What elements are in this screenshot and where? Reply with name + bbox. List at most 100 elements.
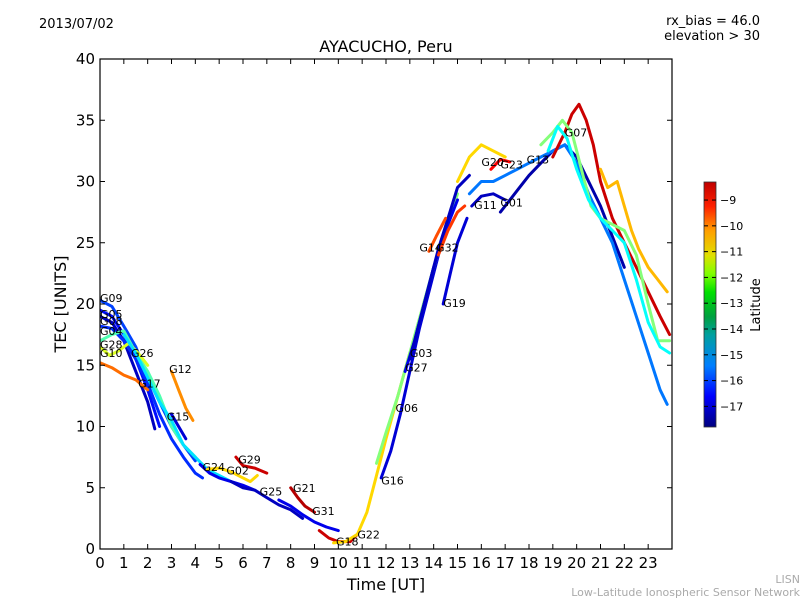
- series-line-g22: [332, 351, 412, 545]
- series-label-g16: G16: [381, 474, 404, 487]
- series-label-g27: G27: [405, 362, 428, 375]
- x-tick-label: 9: [310, 554, 320, 572]
- x-tick-label: 22: [615, 554, 634, 572]
- y-tick-label: 40: [76, 50, 95, 68]
- x-tick-label: 6: [238, 554, 248, 572]
- colorbar: −9 −10 −11 −12 −13 −14 −15 −16 −17: [703, 181, 743, 428]
- series-line-g17: [100, 361, 150, 392]
- rx-bias-label: rx_bias = 46.0: [666, 14, 760, 29]
- series-line-g14: [427, 216, 448, 253]
- x-tick-label: 11: [353, 554, 372, 572]
- series-line-g08: [100, 314, 157, 431]
- series-line-g10: [100, 341, 150, 367]
- chart-title: AYACUCHO, Peru: [319, 37, 453, 56]
- colorbar-label: Latitude: [749, 278, 764, 332]
- x-axis: 0 1 2 3 4 5 6 7 8 9 10 11 12 13 14 15 16 17 18 19 20 21 22 23: [95, 59, 658, 572]
- date-label: 2013/07/02: [39, 17, 114, 32]
- series-label-g15: G15: [167, 411, 190, 424]
- series-line-g07: [551, 102, 672, 337]
- series-label-g20: G20: [481, 156, 504, 169]
- series-line-g33: [546, 124, 672, 355]
- colorbar-tick-label: −15: [720, 349, 743, 362]
- series-line-g05: [100, 308, 162, 428]
- series-line-g26: [122, 333, 233, 484]
- colorbar-tick-label: −17: [720, 400, 743, 413]
- elevation-label: elevation > 30: [664, 29, 760, 44]
- y-axis: 0 5 10 15 20 25 30 35 40: [76, 50, 672, 558]
- series-line-g04: [100, 324, 204, 480]
- series-line-g25: [229, 480, 305, 520]
- colorbar-tick-label: −12: [720, 271, 743, 284]
- credit-long: Low-Latitude Ionospheric Sensor Network: [571, 586, 800, 599]
- series-line-g16: [379, 253, 440, 480]
- series-line-g24: [198, 463, 257, 492]
- x-tick-label: 5: [214, 554, 224, 572]
- x-tick-label: 7: [262, 554, 272, 572]
- x-tick-label: 8: [286, 554, 296, 572]
- series-label-g10: G10: [100, 347, 123, 360]
- x-tick-label: 19: [543, 554, 562, 572]
- x-tick-label: 16: [472, 554, 491, 572]
- series-label-g21: G21: [293, 482, 316, 495]
- x-tick-label: 0: [95, 554, 105, 572]
- y-tick-label: 0: [85, 540, 95, 558]
- series-label-g05: G05: [100, 308, 123, 321]
- series-line-g21: [289, 486, 316, 514]
- x-tick-label: 23: [639, 554, 658, 572]
- info-block: rx_bias = 46.0 elevation > 30: [664, 14, 760, 44]
- y-tick-label: 35: [76, 111, 95, 129]
- series-label-g04: G04: [100, 325, 123, 338]
- series-label-g07: G07: [565, 127, 588, 140]
- series-line-g15: [170, 412, 188, 441]
- x-tick-label: 10: [329, 554, 348, 572]
- y-axis-label: TEC [UNITS]: [51, 256, 70, 354]
- x-tick-label: 17: [496, 554, 515, 572]
- colorbar-tick-label: −9: [720, 194, 736, 207]
- series-label-g06: G06: [396, 402, 419, 415]
- colorbar-tick-label: −11: [720, 246, 743, 259]
- colorbar-tick-label: −13: [720, 297, 743, 310]
- colorbar-tick-label: −16: [720, 375, 743, 388]
- x-tick-label: 13: [400, 554, 419, 572]
- series-line-g12: [170, 369, 195, 422]
- x-axis-label: Time [UT]: [346, 575, 425, 594]
- x-tick-label: 2: [143, 554, 153, 572]
- colorbar-tick-label: −14: [720, 323, 743, 336]
- x-tick-label: 14: [424, 554, 443, 572]
- series-line-g29: [234, 455, 269, 475]
- x-tick-label: 18: [519, 554, 538, 572]
- series-label-g08: G08: [100, 315, 123, 328]
- x-tick-label: 3: [167, 554, 177, 572]
- x-tick-label: 4: [191, 554, 201, 572]
- y-tick-label: 25: [76, 234, 95, 252]
- colorbar-tick-label: −10: [720, 220, 743, 233]
- credit-block: LISN Low-Latitude Ionospheric Sensor Net…: [571, 573, 800, 599]
- x-tick-label: 15: [448, 554, 467, 572]
- series-line-g20: [456, 143, 507, 183]
- series-label-g32: G32: [436, 242, 459, 255]
- series-line-g32: [436, 204, 467, 257]
- series-layer: [100, 102, 672, 545]
- series-line-g34: [599, 167, 669, 294]
- y-tick-label: 10: [76, 418, 95, 436]
- series-line-g23: [489, 157, 512, 171]
- x-tick-label: 1: [119, 554, 129, 572]
- series-label-g11: G11: [474, 199, 497, 212]
- y-tick-label: 5: [85, 479, 95, 497]
- series-line-g02: [205, 466, 259, 484]
- x-tick-label: 20: [567, 554, 586, 572]
- series-label-g28: G28: [100, 338, 123, 351]
- series-label-g31: G31: [312, 505, 335, 518]
- series-line-g03: [408, 173, 471, 361]
- y-tick-label: 20: [76, 295, 95, 313]
- x-tick-label: 12: [376, 554, 395, 572]
- series-label-g26: G26: [131, 347, 154, 360]
- series-label-g19: G19: [443, 297, 466, 310]
- series-line-g11: [470, 192, 507, 208]
- series-line-g31: [277, 498, 340, 533]
- series-label-g24: G24: [202, 461, 225, 474]
- y-tick-label: 15: [76, 356, 95, 374]
- series-label-g03: G03: [410, 347, 433, 360]
